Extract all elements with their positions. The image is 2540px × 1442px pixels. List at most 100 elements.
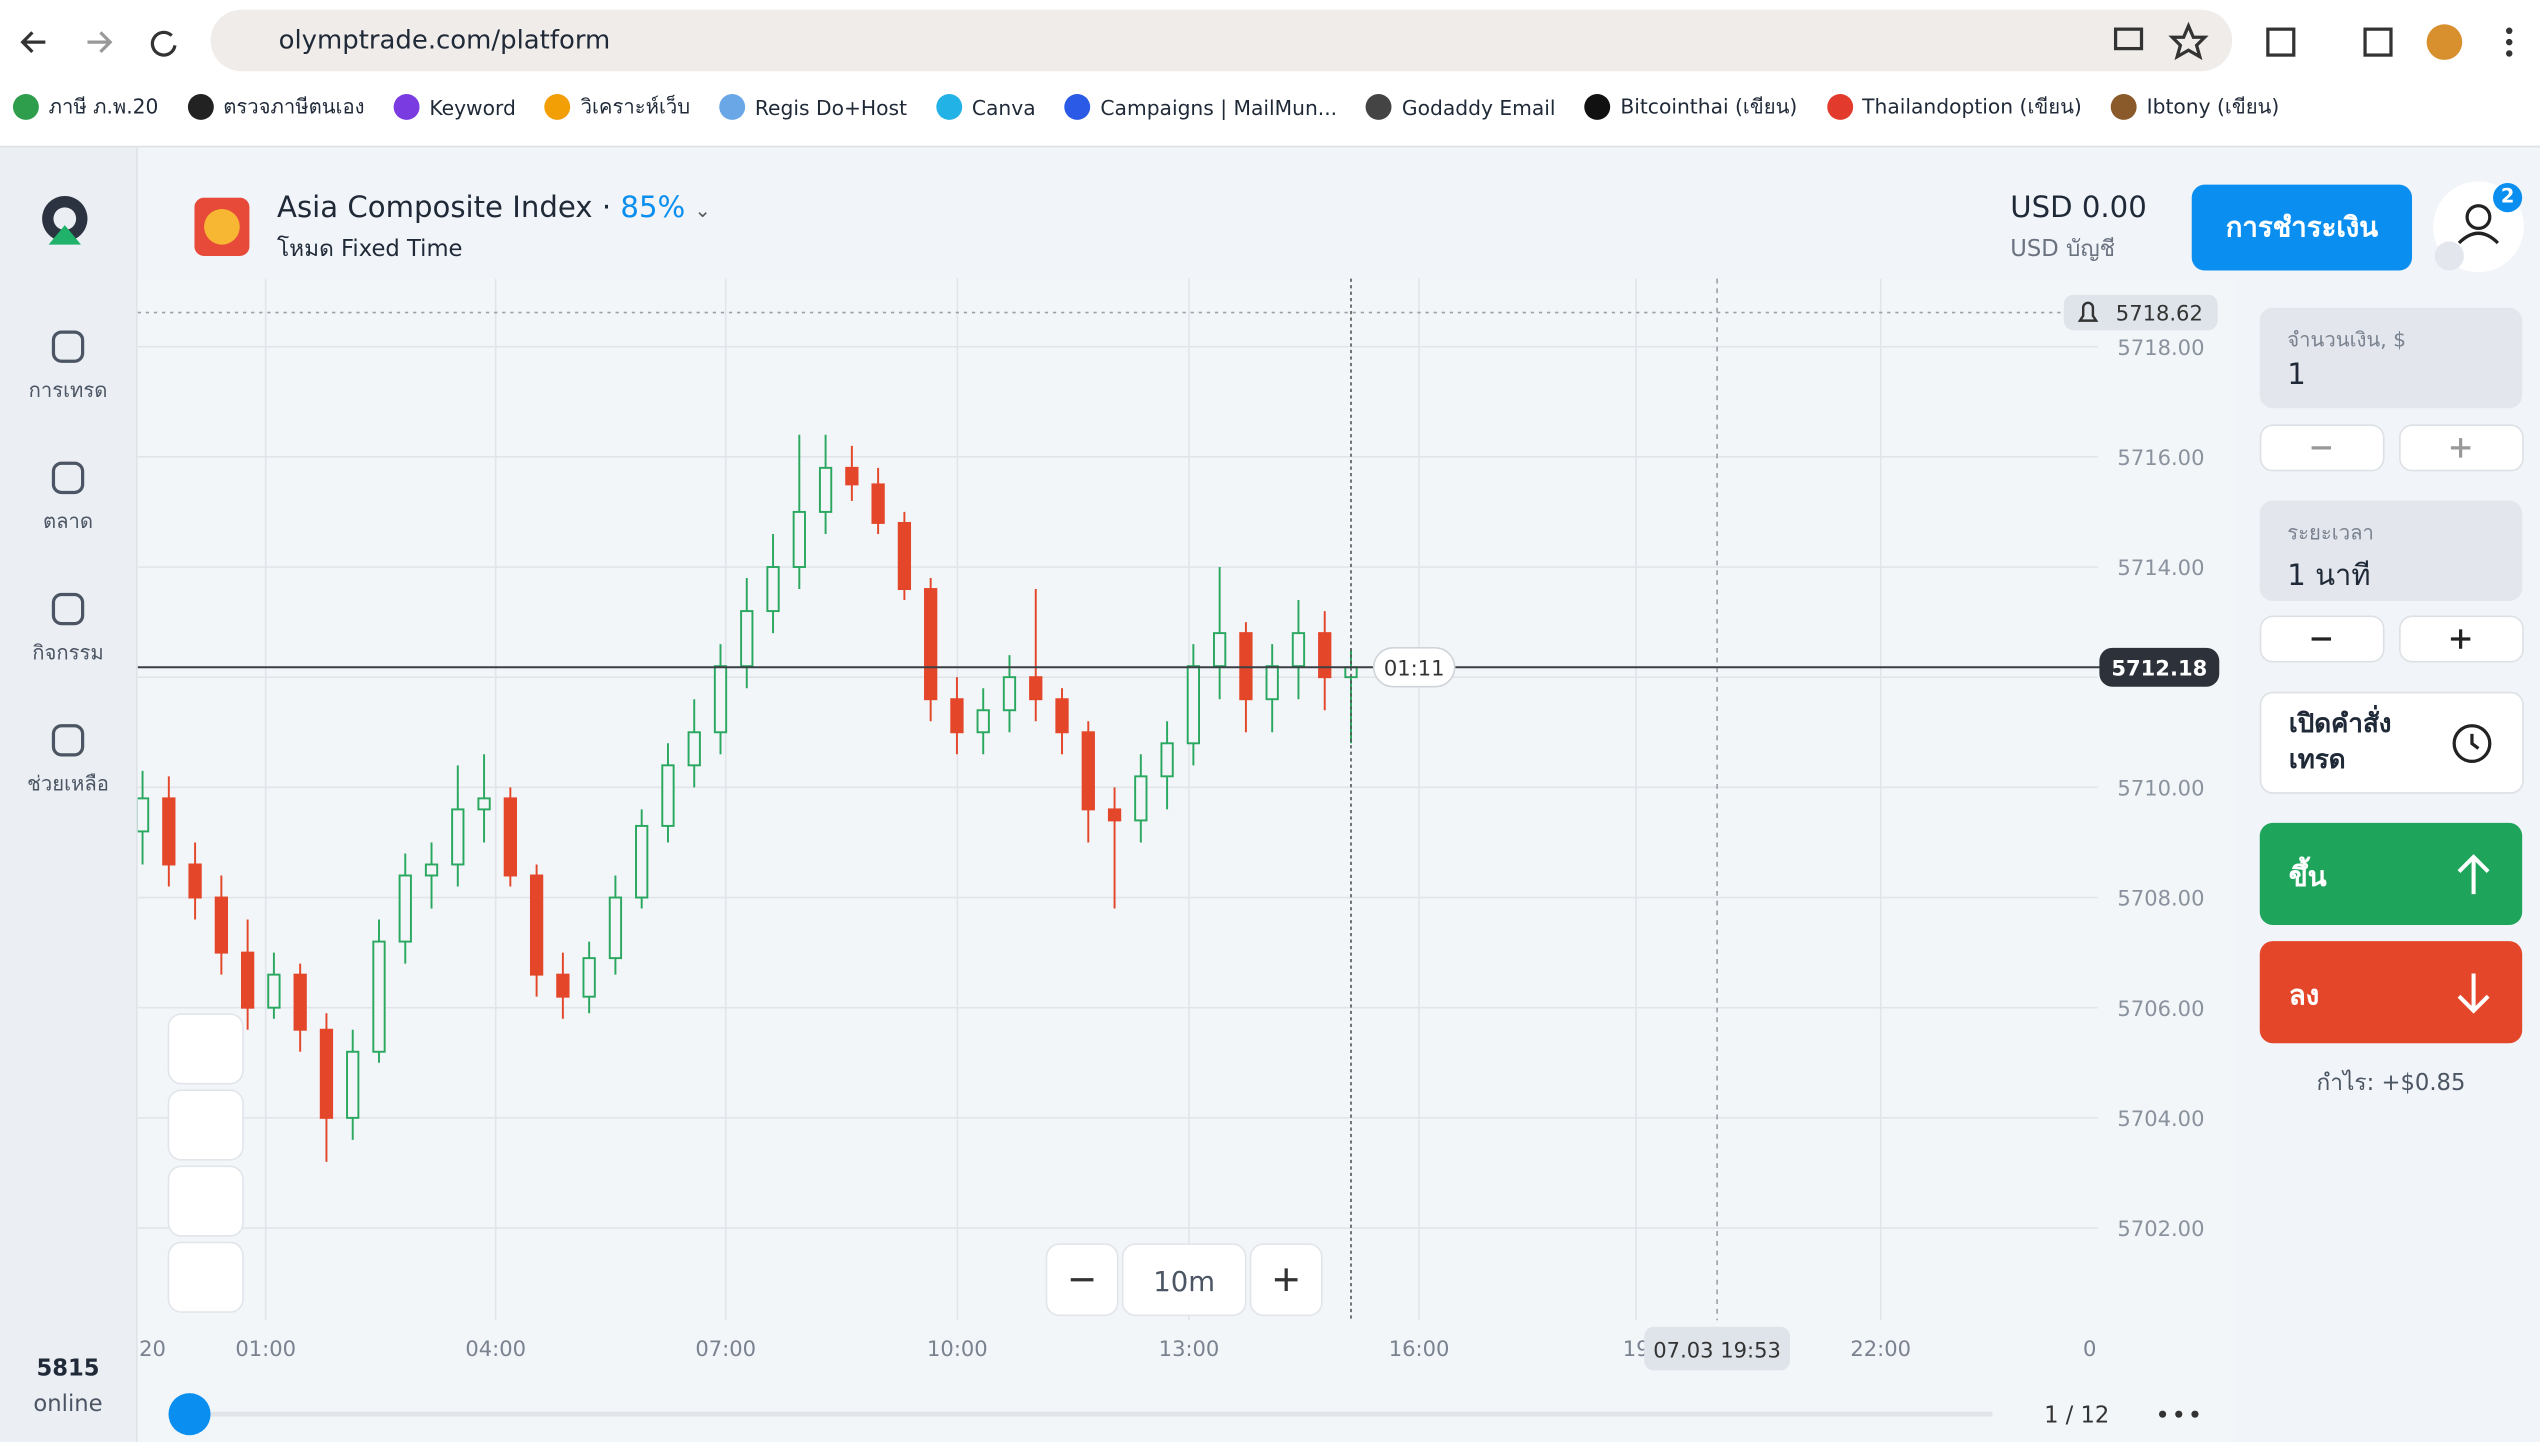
candle-body: [845, 466, 859, 486]
bookmark-icon: [12, 93, 39, 120]
duration-value[interactable]: 1 นาที: [2287, 558, 2371, 593]
bookmark-label[interactable]: Thailandoption (เขียน): [1862, 93, 2082, 119]
amount-minus[interactable]: [2259, 424, 2385, 472]
candle-body: [1107, 808, 1122, 822]
bookmark-icon: [719, 93, 746, 120]
bookmark[interactable]: ภาษี ภ.พ.20: [12, 91, 159, 123]
tool-button[interactable]: [167, 1013, 244, 1085]
bookmark-icon: [1366, 93, 1393, 120]
nav-label[interactable]: การเทรด: [28, 377, 108, 402]
plus-icon: [1274, 1268, 1298, 1292]
bookmark[interactable]: Regis Do+Host: [719, 93, 908, 120]
asset-name[interactable]: Asia Composite Index: [277, 191, 593, 226]
y-tick-label: 5714.00: [2117, 555, 2204, 580]
bookmarks-bar: ภาษี ภ.พ.20 ตรวจภาษีตนเอง Keyword วิเคราะห์…: [12, 91, 2280, 123]
x-tick-label: 0: [2083, 1336, 2096, 1361]
bookmark[interactable]: Ibtony (เขียน): [2110, 91, 2280, 123]
up-button[interactable]: ขึ้น: [2259, 822, 2523, 925]
profile[interactable]: [2427, 178, 2531, 282]
scroll-handle[interactable]: [168, 1393, 211, 1436]
bookmark[interactable]: วิเคราะห์เว็บ: [544, 91, 691, 123]
candle-body: [451, 808, 465, 866]
duration-minus[interactable]: [2259, 615, 2385, 663]
nav-icon[interactable]: [0, 326, 136, 368]
bookmark[interactable]: Campaigns | MailMun...: [1064, 93, 1338, 120]
bookmark-label[interactable]: Godaddy Email: [1401, 94, 1556, 120]
asset-title[interactable]: Asia Composite Index · 85% ⌄: [277, 191, 711, 226]
bookmark[interactable]: Bitcointhai (เขียน): [1584, 91, 1798, 123]
bookmark-label[interactable]: ตรวจภาษีตนเอง: [223, 93, 365, 119]
candle-body: [267, 973, 281, 1009]
nav-icon[interactable]: [0, 719, 136, 761]
nav-icon[interactable]: [0, 588, 136, 630]
candle-body: [1213, 632, 1227, 668]
x-tick-label: 04:00: [465, 1336, 526, 1361]
amount-label: จำนวนเงิน, $: [2287, 327, 2407, 352]
candle-body: [162, 797, 176, 866]
logo[interactable]: [36, 193, 94, 251]
current-price: 5712.18: [2111, 655, 2207, 680]
y-tick-label: 5702.00: [2117, 1216, 2204, 1241]
bookmark[interactable]: Thailandoption (เขียน): [1826, 91, 2082, 123]
bookmark-icon: [1826, 93, 1853, 120]
payment-button[interactable]: การชำระเงิน: [2191, 184, 2413, 271]
y-tick-label: 5718.00: [2117, 335, 2204, 360]
zoom-level[interactable]: 10m: [1153, 1266, 1215, 1298]
amount-field[interactable]: [2259, 307, 2523, 409]
tool-button[interactable]: [167, 1089, 244, 1161]
more-dot[interactable]: [2159, 1410, 2167, 1418]
bookmark-label[interactable]: Ibtony (เขียน): [2146, 93, 2280, 119]
nav-buttons[interactable]: [13, 19, 191, 64]
bookmark-label[interactable]: ภาษี ภ.พ.20: [48, 93, 159, 119]
price-badge: [2099, 647, 2220, 687]
candle-body: [1002, 676, 1017, 712]
down-button[interactable]: ลง: [2259, 941, 2523, 1044]
x-tick-label: 13:00: [1159, 1336, 1220, 1361]
price-chart[interactable]: :2001:0004:0007:0010:0013:0016:001922:00…: [137, 147, 2236, 1442]
bookmark[interactable]: Keyword: [393, 93, 516, 120]
candle-body: [687, 731, 701, 767]
amount-plus[interactable]: [2399, 424, 2524, 472]
y-tick-label: 5704.00: [2117, 1106, 2204, 1131]
nav-label[interactable]: ช่วยเหลือ: [27, 771, 109, 796]
nav-icon[interactable]: [0, 457, 136, 499]
tool-button[interactable]: [167, 1241, 244, 1313]
bookmark-label[interactable]: Bitcointhai (เขียน): [1620, 93, 1798, 119]
bookmark-label[interactable]: Keyword: [429, 94, 516, 120]
bookmark-label[interactable]: Regis Do+Host: [754, 94, 908, 120]
separator: ·: [601, 191, 612, 226]
bookmark[interactable]: ตรวจภาษีตนเอง: [187, 91, 365, 123]
duration-field[interactable]: [2259, 500, 2523, 601]
y-tick-label: 5708.00: [2117, 886, 2204, 911]
bookmark[interactable]: Canva: [936, 93, 1036, 120]
nav-label[interactable]: กิจกรรม: [32, 639, 104, 665]
more-dot[interactable]: [2191, 1410, 2199, 1418]
alert-badge: [2063, 294, 2218, 331]
pending-order-button[interactable]: เปิดคำสั่งเทรด: [2259, 691, 2524, 794]
candle-body: [346, 1050, 360, 1119]
candle-body: [950, 698, 964, 734]
bookmark-icon: [544, 93, 571, 120]
bookmark-label[interactable]: Canva: [971, 94, 1036, 120]
bookmark-icon: [187, 93, 214, 120]
candle-body: [924, 588, 938, 701]
bookmark-label[interactable]: วิเคราะห์เว็บ: [580, 93, 691, 119]
tool-button[interactable]: [167, 1165, 244, 1237]
url[interactable]: olymptrade.com/platform: [278, 24, 611, 56]
bookmark-label[interactable]: Campaigns | MailMun...: [1100, 94, 1338, 120]
amount-value[interactable]: 1: [2287, 357, 2306, 393]
bookmark[interactable]: Godaddy Email: [1366, 93, 1556, 120]
address-bar[interactable]: olymptrade.com/platform: [210, 9, 2233, 72]
pending-order-label: เปิดคำสั่งเทรด: [2288, 707, 2392, 775]
nav-label[interactable]: ตลาด: [42, 508, 94, 533]
profit: กำไร: +$0.85: [2316, 1070, 2466, 1097]
browser-icons[interactable]: [2106, 19, 2527, 64]
timer-badge: [1372, 647, 1456, 688]
duration-plus[interactable]: [2399, 615, 2524, 663]
candle-body: [582, 957, 596, 998]
asset-flag: [194, 197, 250, 256]
more-dot[interactable]: [2175, 1410, 2183, 1418]
account-selector[interactable]: USD บัญชี: [2010, 236, 2116, 263]
